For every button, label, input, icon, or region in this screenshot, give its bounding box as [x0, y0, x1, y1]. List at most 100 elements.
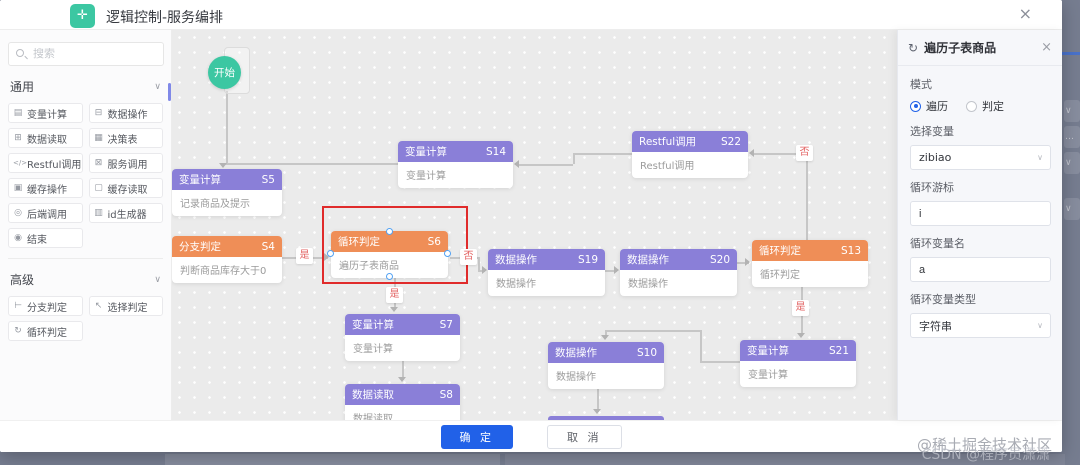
palette-item-branch-judge[interactable]: ⊢ 分支判定 [8, 296, 83, 316]
edge [605, 330, 607, 338]
general-items: ▤ 变量计算 ⊟ 数据操作 ⊞ 数据读取 ▦ 决策表 </> Restful调用 ⊠ 服务调… [8, 103, 163, 248]
radio-traverse[interactable]: 遍历 [910, 98, 948, 114]
item-label: 缓存操作 [27, 184, 67, 196]
node-title: 数据操作 [627, 254, 669, 266]
node-handle-right[interactable] [444, 250, 451, 257]
branch-judge-icon: ⊢ [14, 301, 22, 311]
palette-item-service-call[interactable]: ⊠ 服务调用 [88, 153, 163, 173]
edge-label-yes: 是 [792, 300, 809, 316]
cancel-button[interactable]: 取 消 [547, 424, 622, 449]
flow-node-s20[interactable]: 数据操作 S20 数据操作 [620, 249, 737, 296]
search-box[interactable] [8, 42, 164, 66]
section-general[interactable]: 通用 ∨ [10, 78, 161, 95]
var-type-select[interactable]: 字符串 ∨ [910, 313, 1051, 338]
data-read-icon: ⊞ [14, 133, 22, 143]
sidebar-scrollbar-thumb[interactable] [168, 83, 171, 101]
arrow-icon [601, 335, 609, 340]
node-title: 循环判定 [338, 236, 380, 248]
background-form-row: ∨ [1064, 152, 1080, 174]
palette-item-cache-operation[interactable]: ▣ 缓存操作 [8, 178, 83, 198]
start-node[interactable]: 开始 [208, 56, 241, 89]
search-input[interactable] [33, 48, 153, 60]
background-block [165, 454, 500, 465]
confirm-button[interactable]: 确 定 [440, 424, 513, 449]
palette-item-cache-read[interactable]: ▢ 缓存读取 [88, 178, 163, 198]
flow-node-s14[interactable]: 变量计算 S14 变量计算 [398, 141, 513, 188]
flow-node-s4[interactable]: 分支判定 S4 判断商品库存大于0 [172, 236, 282, 283]
variable-calc-icon: ▤ [13, 108, 23, 118]
watermark-csdn: CSDN @程序员潇潇 [921, 447, 1050, 463]
flow-node-s8[interactable]: 数据读取 S8 数据读取 [345, 384, 460, 420]
flow-node-s21[interactable]: 变量计算 S21 变量计算 [740, 340, 856, 387]
node-subtitle: 判断商品库存大于0 [180, 266, 267, 277]
palette-item-data-read[interactable]: ⊞ 数据读取 [8, 128, 83, 148]
choice-judge-icon: ↖ [94, 301, 103, 311]
palette-item-restful[interactable]: </> Restful调用 [8, 153, 83, 173]
node-handle-bottom[interactable] [386, 273, 393, 280]
node-title: 数据操作 [495, 254, 537, 266]
node-subtitle: 遍历子表商品 [339, 261, 399, 272]
node-title: 变量计算 [747, 345, 789, 357]
node-subtitle: 变量计算 [353, 344, 393, 355]
item-label: Restful调用 [27, 159, 82, 171]
panel-header: ↻ 遍历子表商品 × [898, 30, 1062, 66]
edge [605, 330, 700, 332]
palette-item-variable-calc[interactable]: ▤ 变量计算 [8, 103, 83, 123]
start-label: 开始 [214, 67, 235, 79]
edge [517, 164, 573, 166]
palette-item-loop-judge[interactable]: ↻ 循环判定 [8, 321, 83, 341]
flow-node-partial [548, 416, 664, 420]
orchestration-modal: ✛ 逻辑控制-服务编排 × 通用 ∨ ▤ 变量计算 ⊟ 数据操作 ⊞ 数据读取 ▦ 决策… [0, 0, 1062, 452]
item-label: 结束 [27, 234, 47, 246]
radio-judge[interactable]: 判定 [966, 98, 1004, 114]
section-advanced[interactable]: 高级 ∨ [10, 271, 161, 288]
cursor-input[interactable] [919, 207, 1042, 220]
node-title: 变量计算 [179, 174, 221, 186]
flow-node-s5[interactable]: 变量计算 S5 记录商品及提示 [172, 169, 282, 216]
flow-canvas[interactable]: 开始 变量计算 S5 记录商品及提示 分支判定 S4 判断商品库存大于0 变量计算 S… [172, 30, 897, 420]
edge [478, 257, 480, 270]
section-label: 通用 [10, 80, 35, 94]
edge [478, 270, 485, 272]
palette-item-choice-judge[interactable]: ↖ 选择判定 [88, 296, 163, 316]
node-palette-sidebar: 通用 ∨ ▤ 变量计算 ⊟ 数据操作 ⊞ 数据读取 ▦ 决策表 </>Restful调用… [0, 30, 172, 420]
node-subtitle: 变量计算 [406, 171, 446, 182]
variable-select[interactable]: zibiao ∨ [910, 145, 1051, 170]
palette-item-end[interactable]: ◉ 结束 [8, 228, 83, 248]
palette-item-decision-table[interactable]: ▦ 决策表 [88, 128, 163, 148]
mode-label: 模式 [910, 78, 932, 91]
node-handle-top[interactable] [386, 228, 393, 235]
close-icon[interactable]: × [1018, 4, 1032, 23]
flow-node-s22[interactable]: Restful调用 S22 Restful调用 [632, 131, 748, 178]
flow-node-s19[interactable]: 数据操作 S19 数据操作 [488, 249, 605, 296]
edge [402, 358, 404, 380]
node-handle-left[interactable] [327, 250, 334, 257]
node-id: S19 [577, 253, 598, 266]
flow-logo-icon: ✛ [70, 4, 95, 28]
search-icon [16, 49, 24, 57]
ellipsis-icon: … [1065, 132, 1074, 142]
node-id: S20 [709, 253, 730, 266]
edge [737, 262, 749, 264]
close-icon[interactable]: × [1041, 40, 1052, 55]
edge [700, 361, 740, 363]
flow-node-s13[interactable]: 循环判定 S13 循环判定 [752, 240, 868, 287]
item-label: 缓存读取 [107, 184, 148, 196]
node-title: 分支判定 [179, 241, 221, 253]
edge-label-yes: 是 [296, 248, 313, 264]
background-form-row: ∨ [1064, 100, 1080, 122]
divider [8, 258, 163, 259]
flow-node-s10[interactable]: 数据操作 S10 数据操作 [548, 342, 664, 389]
palette-item-data-operation[interactable]: ⊟ 数据操作 [88, 103, 163, 123]
edge [226, 91, 228, 163]
var-name-input[interactable] [919, 263, 1042, 276]
flow-node-s6-selected[interactable]: 循环判定 S6 遍历子表商品 [331, 231, 448, 278]
palette-item-id-generator[interactable]: ▥ id生成器 [88, 203, 163, 223]
node-id: S10 [636, 346, 657, 359]
node-title: 变量计算 [405, 146, 447, 158]
palette-item-backend-call[interactable]: ◎ 后端调用 [8, 203, 83, 223]
item-label: 数据读取 [27, 134, 67, 146]
item-label: 分支判定 [27, 302, 67, 314]
flow-node-s7[interactable]: 变量计算 S7 变量计算 [345, 314, 460, 361]
decision-table-icon: ▦ [94, 133, 103, 143]
